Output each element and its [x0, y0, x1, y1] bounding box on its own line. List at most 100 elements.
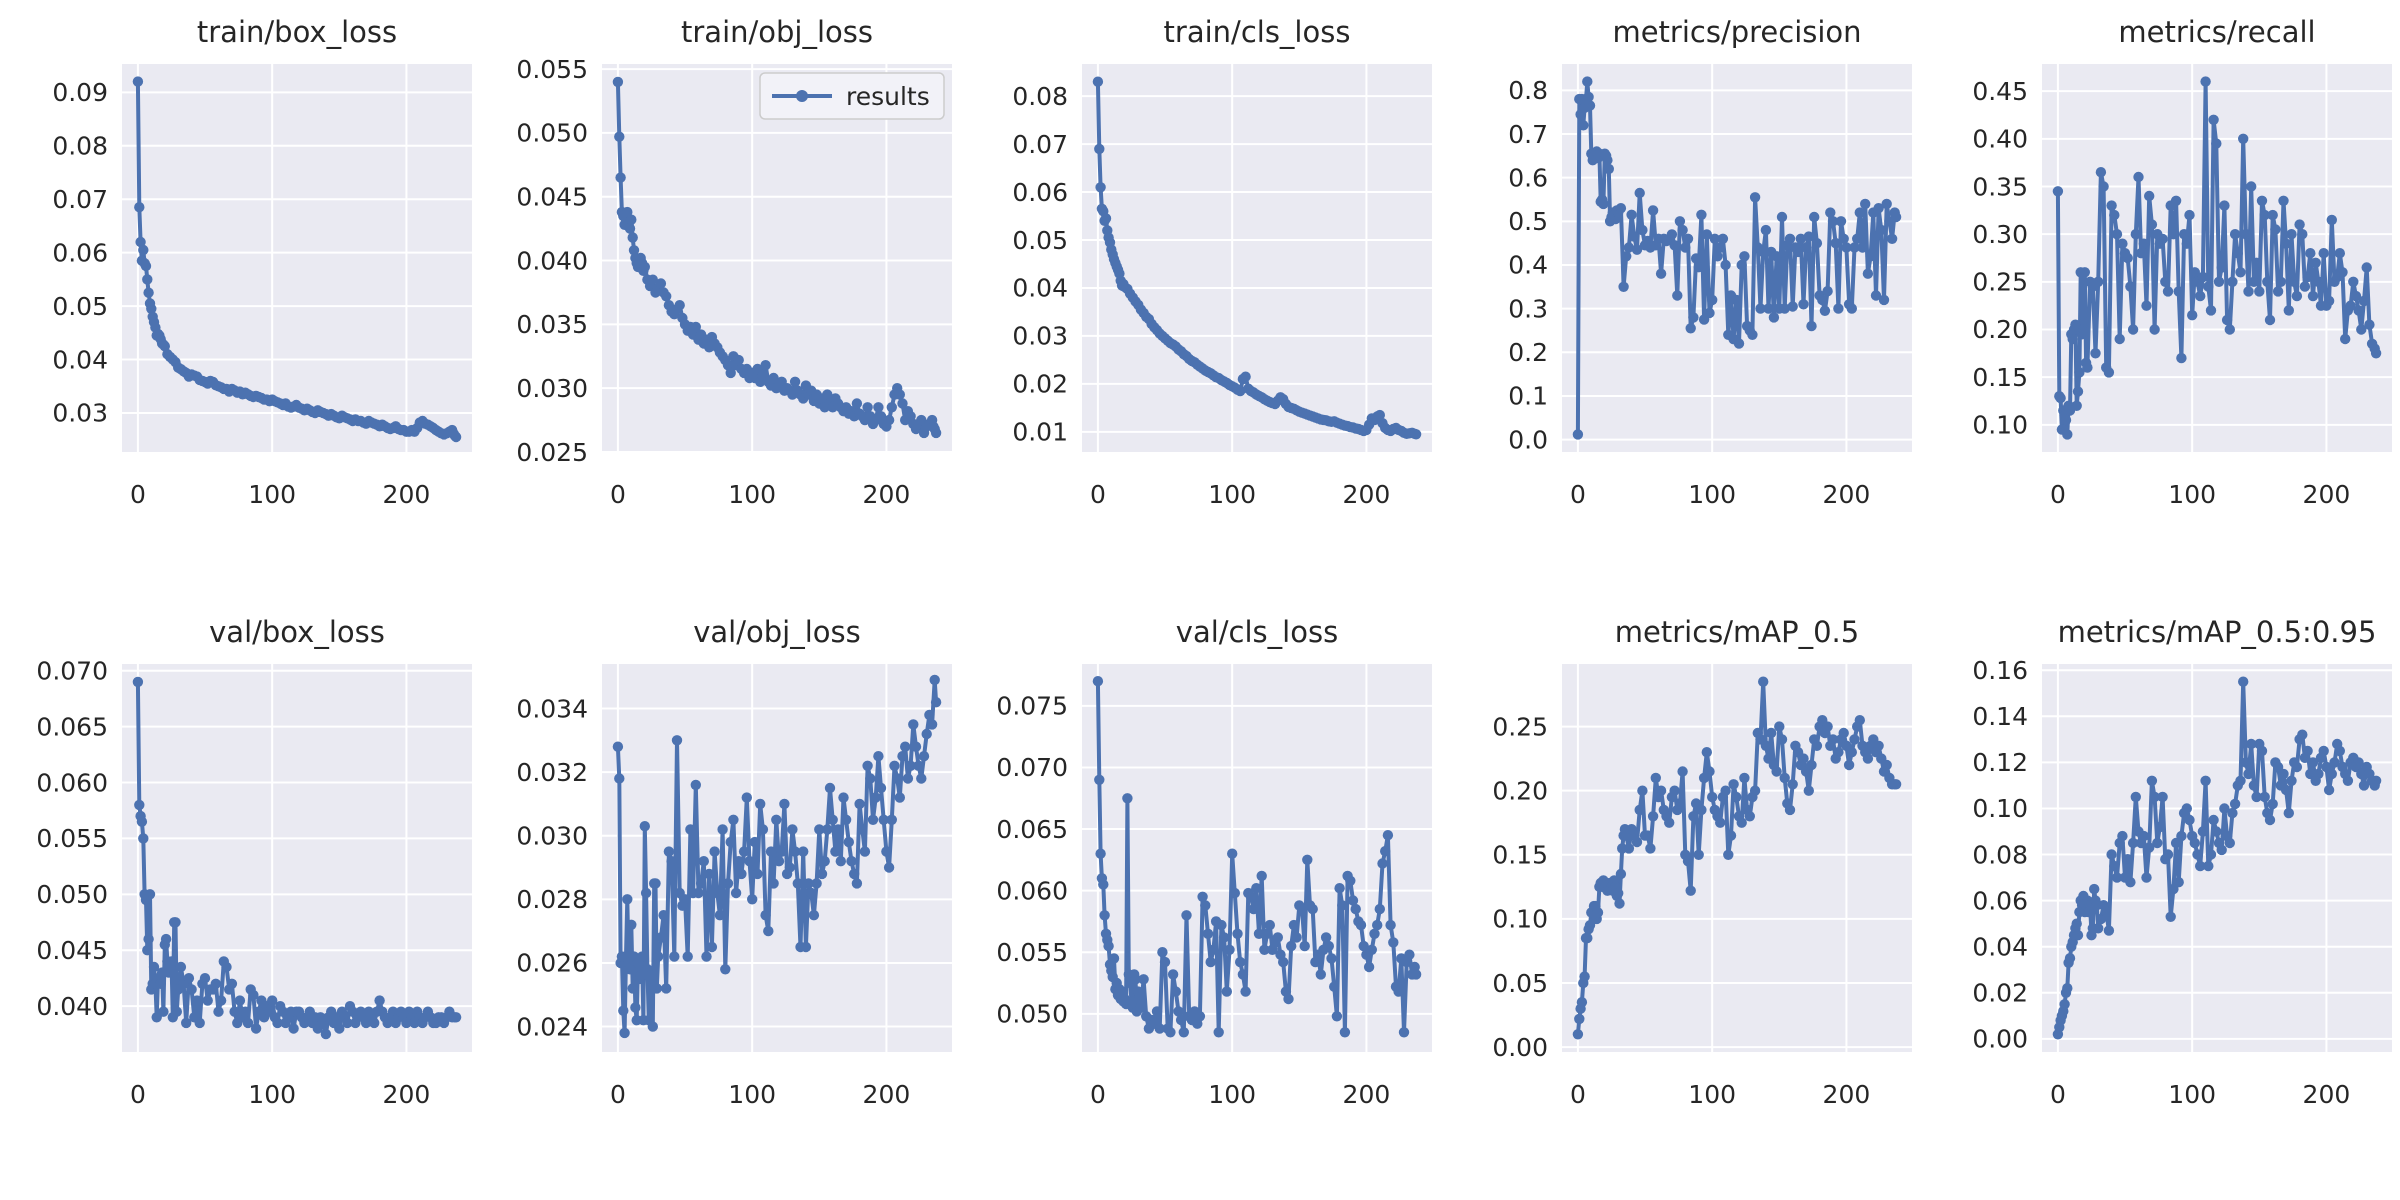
data-point-marker	[733, 354, 744, 366]
data-point-marker	[749, 836, 760, 848]
plot-area	[2042, 664, 2392, 1052]
data-point-marker	[2055, 392, 2066, 404]
data-point-marker	[2184, 209, 2195, 221]
x-tick-label: 100	[728, 480, 776, 509]
data-point-marker	[1749, 192, 1761, 203]
data-point-marker	[2138, 238, 2149, 249]
data-point-marker	[1749, 785, 1761, 796]
data-point-marker	[2205, 849, 2217, 860]
data-point-marker	[897, 751, 908, 762]
data-point-marker	[138, 244, 149, 256]
x-tick-label: 0	[1090, 480, 1106, 509]
data-point-marker	[1669, 785, 1680, 796]
data-point-marker	[1251, 883, 1262, 894]
data-point-marker	[1846, 747, 1857, 758]
data-point-marker	[1774, 721, 1785, 732]
x-tick-label: 100	[1208, 1080, 1256, 1109]
x-tick-label: 200	[383, 480, 431, 509]
data-point-marker	[155, 978, 166, 989]
data-point-marker	[2267, 798, 2278, 810]
y-tick-label: 0.050	[996, 1000, 1068, 1029]
data-point-marker	[1860, 198, 1871, 210]
data-point-marker	[1677, 766, 1688, 777]
data-point-marker	[614, 131, 625, 142]
data-point-marker	[1634, 804, 1645, 816]
data-point-marker	[639, 261, 650, 273]
data-point-marker	[2178, 229, 2190, 240]
chart-title: metrics/mAP_0.5:0.95	[2058, 615, 2377, 649]
data-point-marker	[2299, 281, 2311, 292]
data-point-marker	[1779, 303, 1790, 314]
data-point-marker	[819, 856, 830, 867]
y-tick-label: 0.05	[1492, 969, 1548, 998]
y-tick-label: 0.02	[1012, 370, 1068, 399]
data-point-marker	[2353, 757, 2364, 768]
data-point-marker	[170, 917, 181, 928]
data-point-marker	[1685, 885, 1696, 896]
data-point-marker	[1873, 740, 1884, 751]
data-point-marker	[627, 983, 638, 994]
data-point-marker	[1645, 843, 1656, 854]
y-tick-label: 0.032	[516, 758, 588, 787]
data-point-marker	[1736, 817, 1747, 828]
data-point-marker	[2122, 252, 2133, 264]
data-point-marker	[2074, 367, 2085, 378]
data-point-marker	[1811, 238, 1823, 249]
y-tick-label: 0.8	[1508, 76, 1548, 105]
data-point-marker	[1240, 371, 1251, 382]
data-point-marker	[765, 846, 777, 857]
data-point-marker	[741, 792, 752, 803]
data-point-marker	[1852, 233, 1863, 244]
data-point-marker	[1315, 969, 1326, 980]
data-point-marker	[183, 973, 195, 984]
data-point-marker	[2071, 400, 2082, 411]
data-point-marker	[690, 321, 701, 333]
data-point-marker	[1323, 940, 1334, 952]
data-point-marker	[1296, 903, 1308, 915]
data-point-marker	[1795, 233, 1806, 244]
data-point-marker	[1637, 785, 1648, 796]
data-point-marker	[930, 697, 942, 708]
y-tick-label: 0.026	[516, 949, 588, 978]
data-point-marker	[1272, 932, 1283, 943]
data-point-marker	[2216, 844, 2227, 856]
data-point-marker	[647, 1021, 658, 1032]
data-point-marker	[2067, 333, 2078, 345]
data-point-marker	[2176, 352, 2187, 364]
data-point-marker	[1256, 870, 1267, 882]
data-point-marker	[619, 1027, 630, 1039]
data-point-marker	[1259, 944, 1270, 955]
data-point-marker	[1098, 879, 1109, 890]
data-point-marker	[1862, 753, 1874, 764]
data-point-marker	[135, 236, 146, 248]
data-point-marker	[2203, 860, 2214, 872]
data-point-marker	[1138, 974, 1149, 985]
data-point-marker	[2208, 814, 2219, 826]
data-point-marker	[851, 878, 863, 889]
data-point-marker	[1771, 766, 1782, 777]
data-point-marker	[1822, 286, 1833, 297]
data-point-marker	[913, 760, 924, 771]
data-point-marker	[2098, 181, 2109, 192]
data-point-marker	[2187, 310, 2198, 321]
data-point-marker	[846, 856, 857, 867]
y-tick-label: 0.045	[516, 182, 588, 211]
data-point-marker	[1584, 920, 1596, 931]
x-tick-label: 100	[2168, 1080, 2216, 1109]
data-point-marker	[768, 878, 779, 889]
y-tick-label: 0.08	[1972, 840, 2028, 869]
data-point-marker	[712, 887, 723, 899]
data-point-marker	[725, 367, 736, 379]
y-tick-label: 0.030	[516, 374, 588, 403]
data-point-marker	[1232, 928, 1243, 939]
data-point-marker	[1886, 233, 1898, 244]
data-point-marker	[1165, 1027, 1176, 1038]
data-point-marker	[682, 951, 693, 962]
data-point-marker	[1760, 224, 1772, 236]
data-point-marker	[2297, 229, 2308, 240]
data-point-marker	[1768, 312, 1780, 323]
y-tick-label: 0.060	[996, 876, 1068, 905]
data-point-marker	[1688, 811, 1699, 822]
data-point-marker	[272, 1017, 283, 1029]
data-point-marker	[1736, 259, 1747, 271]
